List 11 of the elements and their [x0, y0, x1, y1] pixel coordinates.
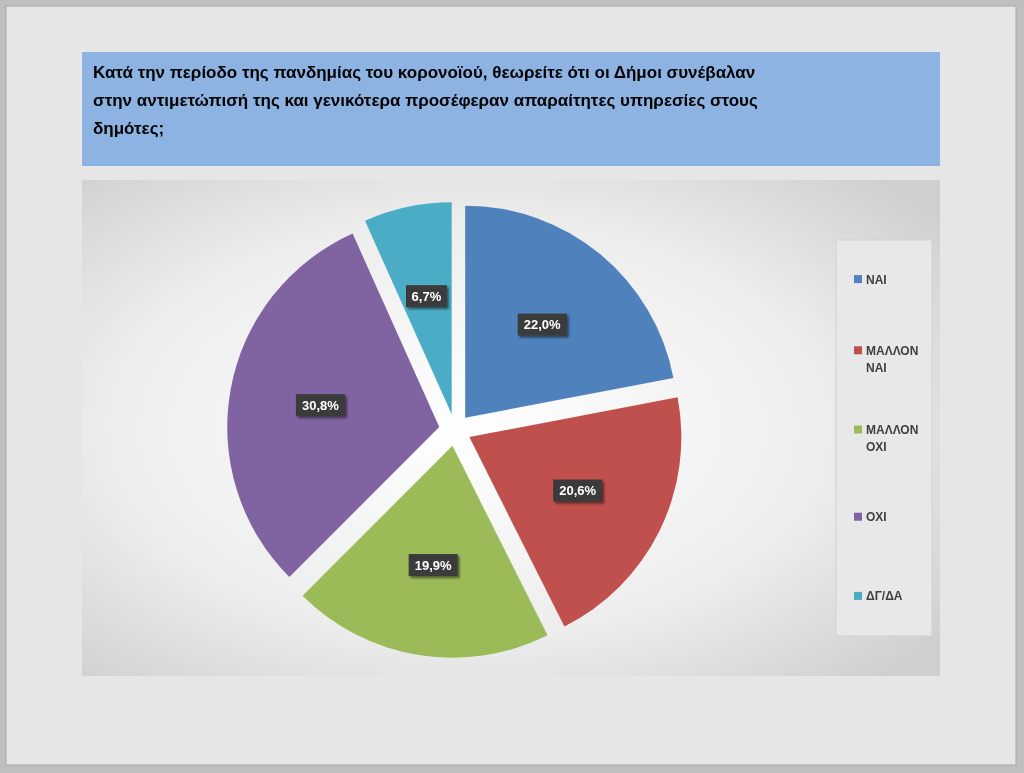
legend-label: ΔΓ/ΔΑ [866, 589, 903, 604]
data-label: 20,6% [559, 483, 597, 499]
data-label: 6,7% [411, 288, 442, 304]
legend-label: ΜΑΛΛΟΝ ΟΧΙ [866, 423, 919, 454]
data-label: 30,8% [301, 397, 340, 413]
legend-label: ΜΑΛΛΟΝ ΝΑΙ [866, 343, 919, 375]
data-label: 22,0% [523, 317, 562, 333]
data-label: 19,9% [414, 557, 453, 573]
chart-title: Κατά την περίοδο της πανδημίας του κορονοϊού, θεωρείτε ότι οι Δήμοι συνέβαλαν στην αντιμετώπισή της και γενικότερα προσέφεραν απαραίτητες υπηρεσίες στους δημότες; [93, 63, 758, 138]
legend-label: ΝΑΙ [866, 272, 887, 287]
legend-label: ΟΧΙ [866, 510, 887, 525]
